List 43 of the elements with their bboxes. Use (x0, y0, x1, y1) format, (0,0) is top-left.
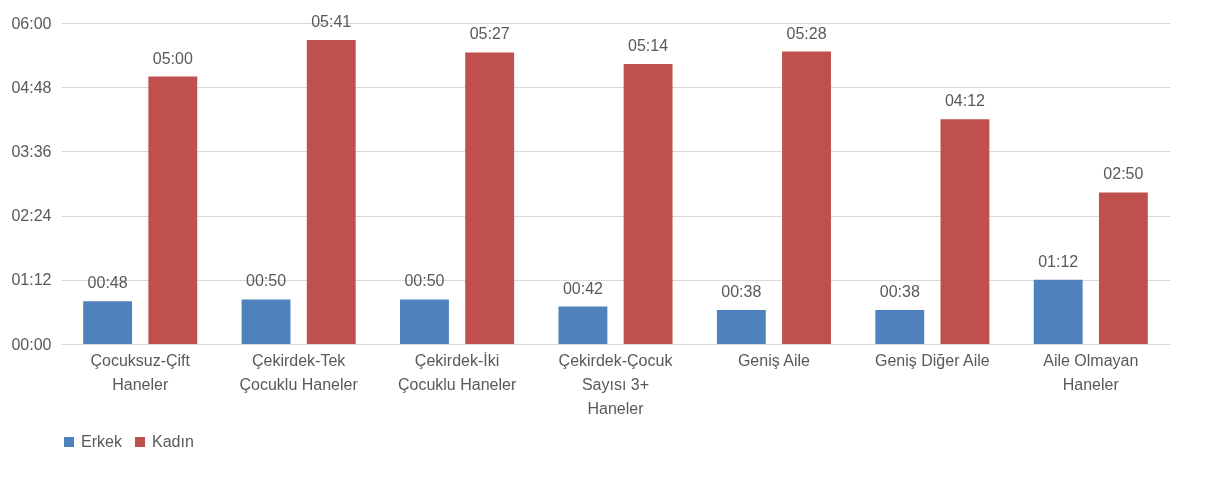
data-label: 00:38 (721, 283, 762, 301)
bar (716, 310, 766, 344)
bar (623, 64, 673, 344)
bar (875, 310, 925, 344)
y-tick-label: 03:36 (11, 142, 52, 160)
x-tick-label: Çekirdek-İki Çocuklu Haneler (397, 350, 517, 393)
x-tick-label: Geniş Diğer Aile (875, 351, 990, 369)
bar (1033, 279, 1083, 344)
data-label: 00:42 (562, 279, 604, 297)
legend-label: Kadın (152, 433, 194, 450)
data-label: 05:27 (469, 25, 510, 43)
bar (400, 299, 449, 344)
bar (940, 119, 990, 344)
bar (241, 299, 291, 344)
bar (1098, 192, 1148, 344)
y-tick-label: 04:48 (11, 78, 52, 96)
x-tick-label: Aile Olmayan Haneler (1043, 351, 1139, 393)
bar (782, 51, 831, 344)
bar (83, 301, 133, 344)
data-label: 00:50 (246, 272, 287, 290)
data-label: 05:41 (311, 12, 352, 30)
bar (306, 39, 356, 344)
bar (558, 306, 608, 344)
data-label: 02:50 (1103, 165, 1144, 183)
data-label: 01:12 (1038, 252, 1079, 270)
x-tick-label: Çekirdek-Çocuk Sayısı 3+ Haneler (558, 351, 674, 417)
data-label: 00:38 (879, 283, 920, 301)
data-label: 05:28 (786, 24, 827, 42)
data-label: 00:50 (404, 272, 445, 290)
data-label: 00:48 (87, 274, 128, 292)
y-tick-label: 00:00 (11, 335, 52, 353)
y-tick-label: 06:00 (11, 14, 52, 32)
x-tick-label: Çocuksuz-Çift Haneler (90, 351, 191, 393)
bar (148, 76, 198, 344)
y-tick-label: 01:12 (11, 271, 52, 289)
data-label: 05:14 (628, 37, 669, 55)
data-label: 05:00 (152, 49, 193, 67)
y-tick-label: 02:24 (11, 207, 52, 225)
x-tick-label: Çekirdek-Tek Çocuklu Haneler (239, 351, 359, 393)
legend-label: Erkek (81, 433, 123, 450)
x-tick-label: Geniş Aile (737, 351, 811, 369)
data-label: 04:12 (944, 92, 986, 110)
bar (465, 52, 515, 344)
